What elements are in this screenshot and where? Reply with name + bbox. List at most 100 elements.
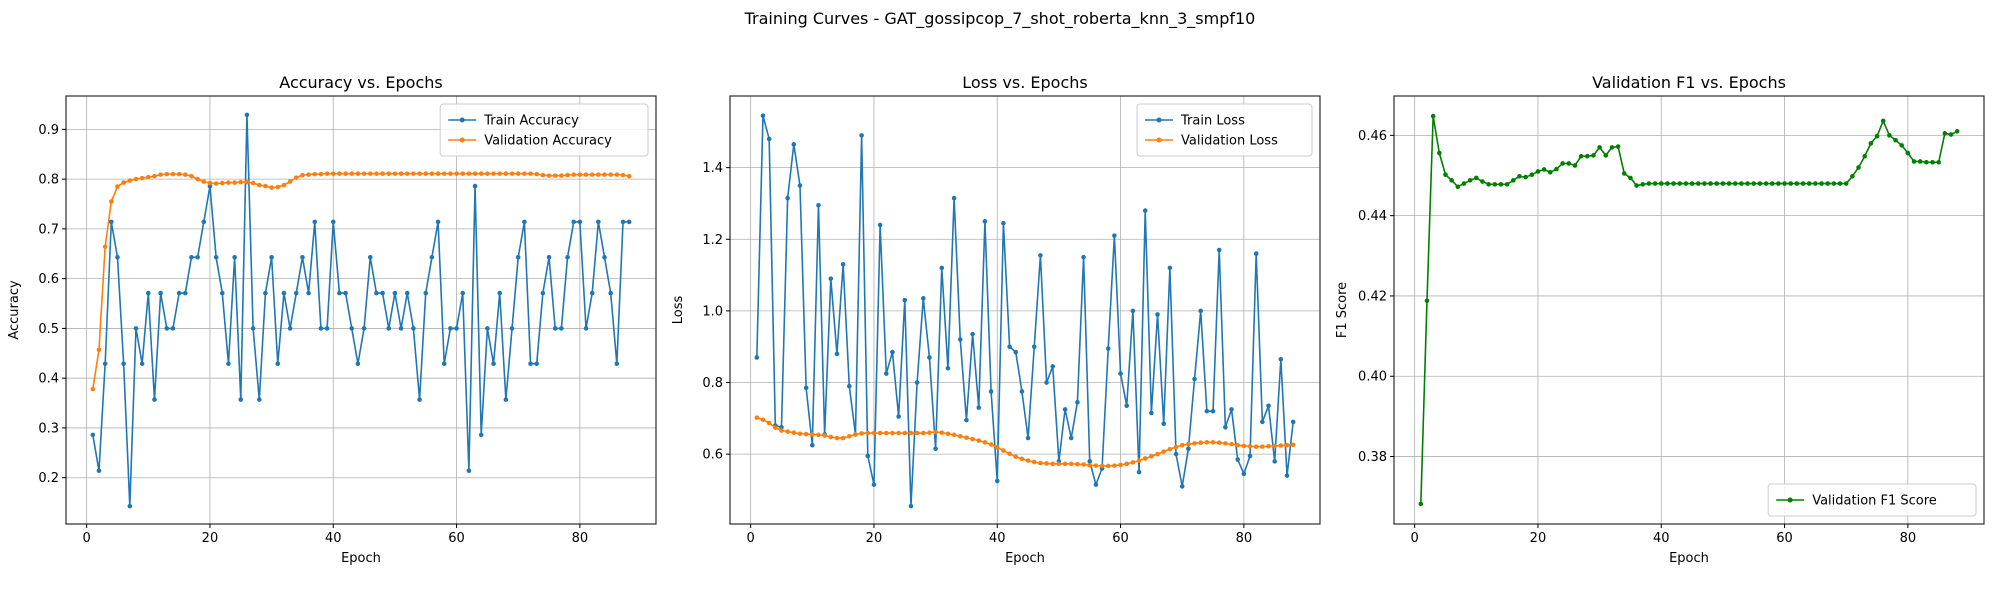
data-point (760, 417, 766, 423)
data-point (608, 172, 613, 177)
legend-label: Validation Accuracy (484, 134, 612, 149)
data-point (293, 290, 299, 296)
x-tick-label: 40 (1653, 531, 1670, 546)
data-point (1198, 440, 1204, 446)
data-point (552, 326, 558, 331)
data-point (417, 171, 422, 176)
data-point (250, 180, 256, 186)
data-point (1075, 399, 1080, 405)
data-point (865, 453, 871, 459)
data-point (785, 429, 790, 434)
data-point (1757, 181, 1763, 186)
data-point (491, 171, 496, 176)
data-point (1130, 308, 1136, 314)
data-point (515, 171, 521, 176)
data-point (1437, 150, 1442, 156)
data-point (1278, 443, 1284, 448)
data-point (1013, 349, 1019, 355)
data-point (896, 414, 901, 419)
data-point (1430, 113, 1436, 119)
data-point (1800, 181, 1806, 186)
y-tick-label: 0.6 (38, 272, 59, 287)
data-point (834, 351, 840, 357)
data-point (1862, 153, 1868, 159)
data-point (828, 276, 834, 281)
data-point (176, 290, 182, 296)
x-tick-label: 20 (866, 531, 883, 546)
data-point (374, 171, 379, 176)
data-point (478, 432, 484, 438)
data-point (970, 436, 975, 442)
data-point (343, 290, 348, 296)
data-point (589, 290, 595, 296)
data-point (1241, 443, 1247, 449)
data-point (485, 326, 490, 331)
data-point (503, 397, 509, 402)
data-point (994, 445, 1000, 450)
data-point (263, 183, 268, 189)
data-point (139, 361, 145, 367)
data-point (540, 290, 546, 296)
data-point (90, 432, 96, 438)
data-point (583, 326, 589, 331)
data-point (398, 326, 404, 331)
data-point (1708, 181, 1713, 186)
chart-title: Loss vs. Epochs (962, 73, 1087, 92)
data-point (1566, 161, 1572, 166)
data-point (219, 290, 225, 296)
data-point (626, 173, 632, 179)
data-point (1093, 463, 1099, 468)
x-tick-label: 0 (747, 531, 755, 546)
data-point (1517, 174, 1522, 179)
data-point (1105, 463, 1111, 469)
data-point (1247, 443, 1253, 449)
data-point (509, 171, 515, 176)
data-point (1732, 181, 1738, 186)
data-point (109, 219, 114, 225)
data-point (534, 361, 540, 367)
data-point (816, 432, 821, 438)
data-point (1628, 175, 1633, 181)
data-point (287, 326, 293, 331)
series-1 (754, 113, 1296, 509)
data-point (1572, 163, 1578, 168)
data-point (859, 133, 864, 138)
series-1 (1418, 113, 1960, 507)
data-point (318, 326, 324, 331)
data-point (1689, 181, 1695, 186)
data-point (256, 182, 262, 188)
data-point (146, 290, 151, 296)
data-point (1837, 181, 1843, 186)
data-point (275, 361, 281, 367)
data-point (596, 219, 601, 225)
data-point (435, 171, 441, 176)
data-point (614, 361, 620, 367)
data-point (1161, 449, 1167, 454)
data-point (361, 326, 367, 331)
data-point (158, 290, 163, 296)
data-point (1541, 167, 1547, 172)
data-point (1782, 181, 1787, 186)
data-point (1260, 444, 1265, 449)
data-point (1068, 461, 1074, 467)
data-point (1290, 442, 1296, 448)
series-line (92, 114, 630, 507)
data-point (1062, 407, 1068, 412)
data-point (1480, 179, 1485, 184)
data-point (803, 431, 809, 437)
data-point (1603, 153, 1609, 158)
data-point (1535, 169, 1541, 174)
y-tick-label: 0.9 (38, 123, 59, 138)
data-point (398, 171, 404, 176)
data-point (1192, 441, 1197, 446)
data-point (133, 326, 139, 331)
data-point (939, 430, 945, 435)
data-point (1087, 459, 1093, 464)
data-point (939, 265, 945, 271)
x-tick-label: 80 (1236, 531, 1253, 546)
data-point (466, 171, 472, 176)
data-point (1031, 459, 1037, 465)
data-point (822, 433, 827, 438)
data-point (170, 326, 176, 331)
series-1 (90, 112, 632, 509)
